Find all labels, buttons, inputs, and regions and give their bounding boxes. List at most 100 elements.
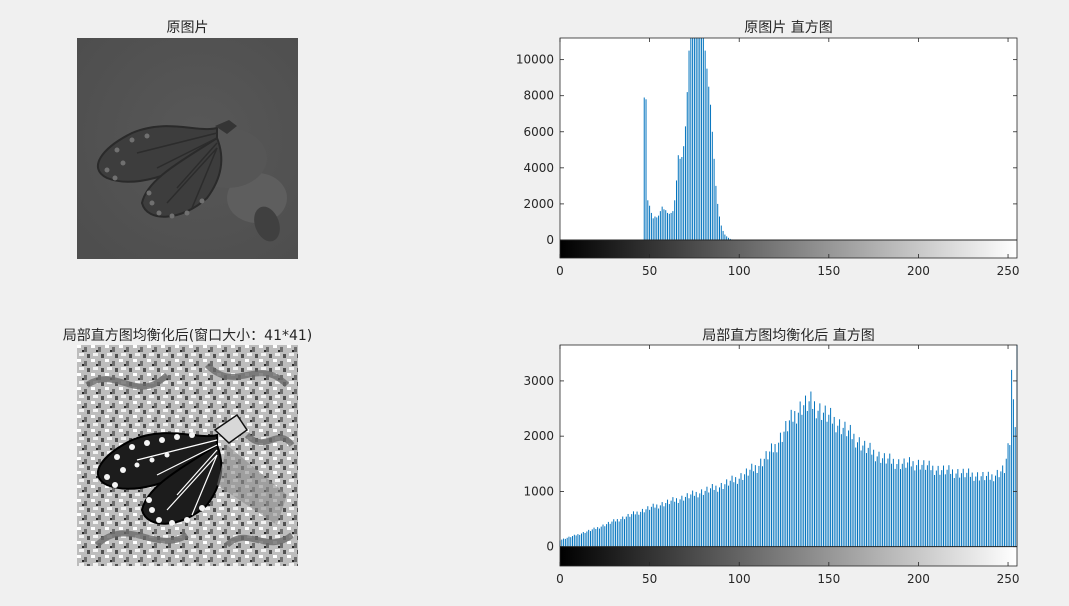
y-tick-label: 6000 xyxy=(523,125,554,139)
y-tick-label: 1000 xyxy=(523,484,554,498)
histogram-0: 02000400060008000100000 50 100 150 200 250 xyxy=(516,38,1020,278)
bar xyxy=(597,527,598,547)
bar xyxy=(952,469,953,546)
bar xyxy=(875,461,876,546)
colorbar xyxy=(560,240,1017,258)
x-tick-label: 100 xyxy=(728,264,751,278)
bar xyxy=(689,498,690,546)
bar xyxy=(929,461,930,547)
bar xyxy=(723,489,724,547)
bar xyxy=(696,492,697,547)
bar xyxy=(741,473,742,547)
bar xyxy=(660,211,661,240)
bar xyxy=(927,465,928,546)
bar xyxy=(703,38,704,240)
bar xyxy=(665,503,666,547)
bar xyxy=(620,519,621,547)
bar xyxy=(780,433,781,547)
bar xyxy=(656,217,657,240)
bar xyxy=(719,217,720,240)
bar xyxy=(574,535,575,547)
bar xyxy=(861,450,862,546)
bar xyxy=(809,401,810,546)
bar xyxy=(848,430,849,546)
bar xyxy=(798,413,799,547)
bar xyxy=(676,498,677,546)
bar xyxy=(934,475,935,547)
bar xyxy=(640,512,641,547)
bar xyxy=(748,476,749,547)
bar xyxy=(633,511,634,546)
bar xyxy=(644,98,645,240)
bar xyxy=(681,496,682,547)
bar xyxy=(963,469,964,547)
bar xyxy=(837,426,838,547)
bar xyxy=(968,468,969,546)
histogram-1: 01000200030000 50 100 150 200 250 xyxy=(523,345,1019,586)
bar xyxy=(975,477,976,547)
bar xyxy=(941,470,942,547)
bar xyxy=(879,452,880,547)
bar xyxy=(857,442,858,546)
bar xyxy=(658,509,659,547)
bar xyxy=(595,529,596,547)
bar xyxy=(565,539,566,547)
y-tick-label: 4000 xyxy=(523,161,554,175)
bar xyxy=(766,451,767,547)
bar xyxy=(653,218,654,240)
bar xyxy=(832,424,833,547)
bar xyxy=(651,507,652,547)
y-tick-label: 3000 xyxy=(523,374,554,388)
bar xyxy=(749,470,750,547)
bar xyxy=(812,409,813,547)
bar xyxy=(753,471,754,546)
bar xyxy=(866,453,867,547)
bar xyxy=(690,494,691,546)
bar xyxy=(680,159,681,240)
x-tick-label: 50 xyxy=(642,264,657,278)
bar xyxy=(706,69,707,240)
bar xyxy=(662,207,663,240)
x-tick-label: 200 xyxy=(907,572,930,586)
bar xyxy=(721,226,722,240)
bar xyxy=(699,38,700,240)
bar xyxy=(902,464,903,547)
bar xyxy=(844,422,845,547)
bar xyxy=(690,38,691,240)
bar xyxy=(794,411,795,547)
bar xyxy=(972,473,973,547)
bar xyxy=(581,534,582,547)
bar xyxy=(936,471,937,547)
bar xyxy=(959,478,960,547)
bar xyxy=(895,469,896,547)
bar xyxy=(654,217,655,240)
bar xyxy=(981,476,982,546)
bar xyxy=(922,465,923,547)
bar xyxy=(611,522,612,547)
bar xyxy=(672,497,673,547)
bar xyxy=(945,474,946,546)
bar xyxy=(805,396,806,547)
bar xyxy=(742,480,743,547)
bar xyxy=(635,514,636,546)
bar xyxy=(724,484,725,546)
bar xyxy=(970,477,971,547)
bar xyxy=(807,411,808,547)
bar xyxy=(757,473,758,547)
bar xyxy=(563,539,564,547)
bar xyxy=(843,428,844,547)
bar xyxy=(732,476,733,547)
bar xyxy=(939,475,940,547)
bar xyxy=(787,431,788,546)
bar xyxy=(999,477,1000,546)
bar xyxy=(938,466,939,547)
bar xyxy=(966,473,967,547)
bar xyxy=(974,481,975,547)
bar xyxy=(646,509,647,546)
bar xyxy=(604,526,605,546)
bar xyxy=(905,468,906,547)
bar xyxy=(846,436,847,546)
bar xyxy=(705,491,706,547)
bar xyxy=(920,470,921,547)
